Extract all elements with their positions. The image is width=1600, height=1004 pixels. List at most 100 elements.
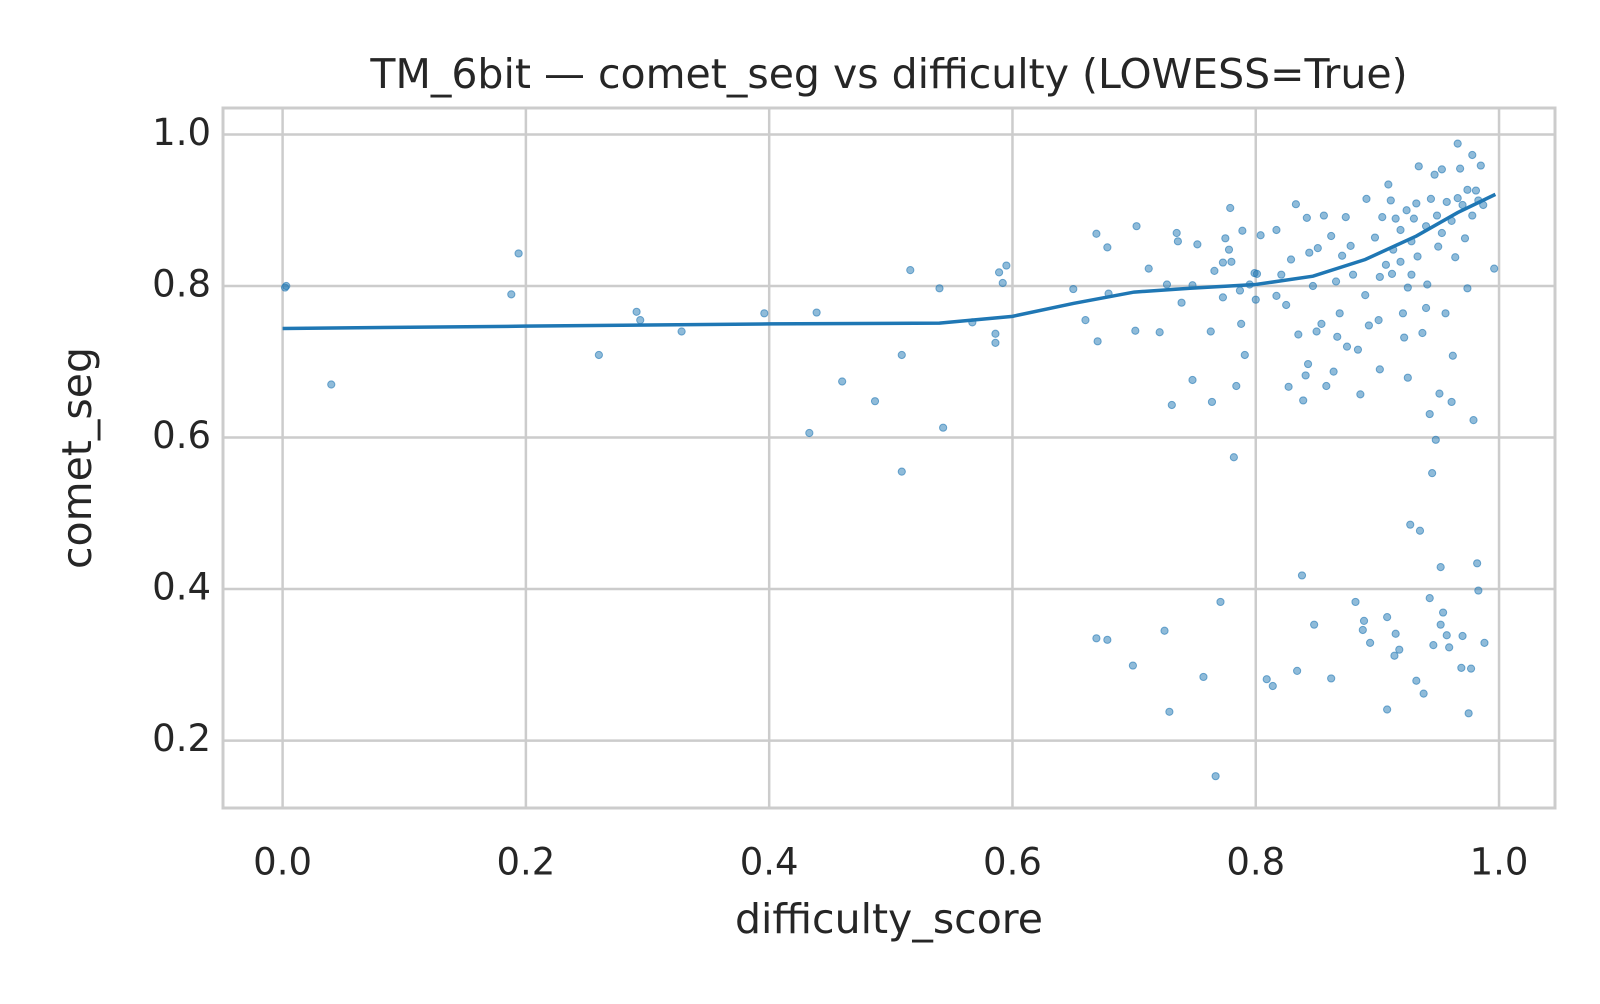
point	[1313, 244, 1322, 253]
point	[1469, 416, 1478, 425]
point	[1294, 330, 1303, 339]
point	[1378, 212, 1387, 222]
point	[1335, 309, 1344, 318]
point	[1473, 559, 1482, 568]
point	[1435, 389, 1444, 398]
point	[1406, 520, 1415, 529]
point	[1396, 257, 1405, 266]
point	[1132, 222, 1141, 231]
point	[1327, 231, 1336, 241]
point	[1468, 211, 1477, 220]
point	[1252, 269, 1262, 279]
point	[1331, 277, 1341, 286]
point	[1364, 321, 1373, 330]
point	[677, 327, 686, 336]
point	[1310, 620, 1319, 629]
point	[1442, 631, 1451, 640]
point	[1353, 345, 1363, 354]
point	[514, 249, 523, 258]
point	[1218, 293, 1228, 302]
point	[1358, 625, 1367, 635]
point	[1293, 666, 1302, 675]
point	[1211, 772, 1220, 781]
point	[1238, 226, 1247, 235]
point	[897, 467, 906, 476]
point	[1272, 225, 1281, 235]
point	[1442, 197, 1451, 207]
point	[1167, 400, 1176, 410]
x-tick-label: 0.2	[496, 841, 555, 884]
point	[1425, 409, 1434, 419]
point	[1430, 170, 1439, 179]
point	[1002, 261, 1011, 270]
point	[1383, 612, 1392, 622]
point	[1402, 206, 1411, 215]
point	[1386, 196, 1395, 205]
point	[1199, 672, 1208, 682]
point	[1342, 342, 1352, 351]
point	[1361, 291, 1370, 300]
point	[1216, 597, 1225, 607]
point	[1457, 663, 1466, 672]
point	[1375, 272, 1384, 282]
point	[1383, 705, 1392, 714]
point	[1177, 298, 1186, 307]
point	[1327, 674, 1336, 683]
point	[1412, 676, 1421, 685]
y-tick-label: 1.0	[152, 111, 211, 154]
point	[1418, 328, 1427, 338]
point	[1272, 291, 1281, 300]
point	[1398, 309, 1408, 318]
point	[1476, 161, 1485, 170]
point	[998, 278, 1007, 288]
point	[1407, 270, 1416, 279]
point	[1235, 286, 1245, 295]
point	[1317, 319, 1326, 329]
point	[1391, 629, 1400, 638]
point	[1092, 229, 1101, 238]
point	[1103, 635, 1112, 644]
point	[1351, 597, 1360, 607]
point	[1333, 332, 1342, 341]
x-tick-label: 1.0	[1470, 841, 1529, 884]
point	[1429, 641, 1438, 650]
point	[1463, 185, 1472, 194]
point	[1412, 199, 1421, 208]
point	[1282, 300, 1291, 310]
point	[1256, 231, 1265, 240]
point	[1437, 228, 1446, 238]
point	[1155, 328, 1164, 337]
point	[1319, 211, 1328, 220]
x-tick-label: 0.8	[1226, 841, 1285, 884]
point	[1160, 626, 1169, 635]
point	[1447, 397, 1456, 407]
point	[870, 397, 880, 406]
point	[1286, 255, 1296, 264]
point	[1277, 270, 1286, 279]
point	[1396, 225, 1405, 235]
point	[1303, 359, 1313, 369]
point	[1362, 194, 1371, 204]
point	[1301, 371, 1310, 380]
point	[1193, 240, 1202, 249]
point	[1438, 608, 1448, 617]
point	[1436, 562, 1445, 572]
point	[1165, 707, 1174, 716]
point	[1391, 214, 1400, 223]
point	[1237, 319, 1246, 329]
y-axis-label: comet_seg	[53, 347, 101, 569]
point	[1227, 257, 1236, 266]
point	[1413, 252, 1422, 261]
point	[838, 377, 847, 386]
point	[1432, 211, 1442, 220]
point	[1312, 327, 1321, 336]
point	[1409, 214, 1418, 223]
point	[906, 266, 915, 275]
point	[994, 268, 1004, 277]
point	[1419, 689, 1428, 698]
point	[507, 290, 516, 299]
point	[1103, 243, 1112, 252]
point	[1466, 664, 1476, 673]
